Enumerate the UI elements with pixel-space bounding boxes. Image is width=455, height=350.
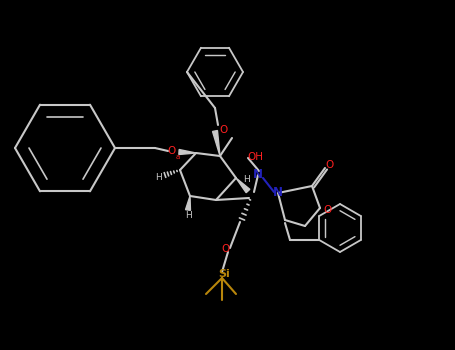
Text: H: H: [185, 211, 192, 220]
Polygon shape: [236, 178, 250, 193]
Polygon shape: [186, 196, 191, 210]
Text: O: O: [221, 244, 229, 254]
Polygon shape: [179, 149, 196, 154]
Text: O: O: [326, 160, 334, 170]
Text: N: N: [253, 168, 263, 182]
Text: H: H: [243, 175, 249, 184]
Text: a: a: [176, 154, 180, 160]
Text: OH: OH: [247, 152, 263, 162]
Polygon shape: [212, 131, 220, 156]
Text: H: H: [155, 174, 162, 182]
Text: N: N: [273, 187, 283, 199]
Text: O: O: [167, 146, 175, 156]
Text: O: O: [219, 125, 227, 135]
Text: Si: Si: [218, 269, 230, 279]
Text: O: O: [324, 205, 332, 215]
